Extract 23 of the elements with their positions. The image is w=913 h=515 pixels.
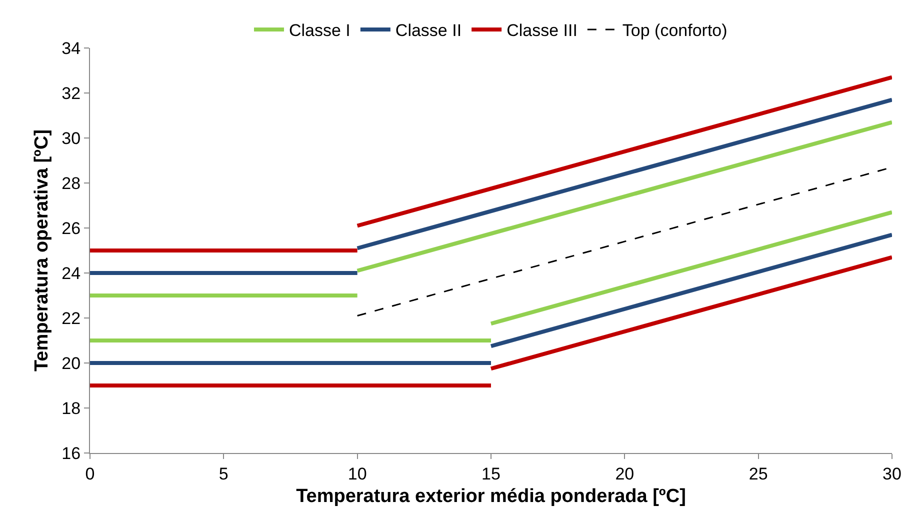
- x-tick-label: 5: [218, 464, 228, 484]
- legend-label: Classe II: [395, 21, 462, 40]
- y-tick-label: 34: [62, 38, 81, 58]
- x-tick-label: 0: [85, 464, 95, 484]
- y-tick-label: 20: [62, 354, 81, 373]
- y-tick-label: 26: [62, 218, 81, 238]
- y-tick-label: 24: [62, 264, 81, 283]
- x-tick-label: 15: [482, 464, 500, 484]
- x-tick-label: 30: [882, 464, 902, 484]
- y-axis-title: Temperatura operativa [ºC]: [32, 129, 53, 372]
- y-tick-label: 30: [62, 128, 81, 148]
- x-axis-title: Temperatura exterior média ponderada [ºC]: [296, 486, 686, 508]
- y-tick-label: 18: [62, 398, 81, 418]
- legend-label: Top (conforto): [622, 21, 728, 40]
- x-tick-label: 10: [348, 464, 367, 484]
- x-tick-label: 20: [615, 464, 634, 484]
- legend-label: Classe I: [289, 21, 350, 40]
- legend-label: Classe III: [506, 21, 578, 40]
- y-tick-label: 32: [62, 84, 81, 103]
- x-tick-label: 25: [748, 464, 768, 484]
- y-tick-label: 28: [62, 174, 81, 193]
- y-tick-label: 16: [62, 444, 81, 463]
- y-tick-label: 22: [62, 308, 81, 328]
